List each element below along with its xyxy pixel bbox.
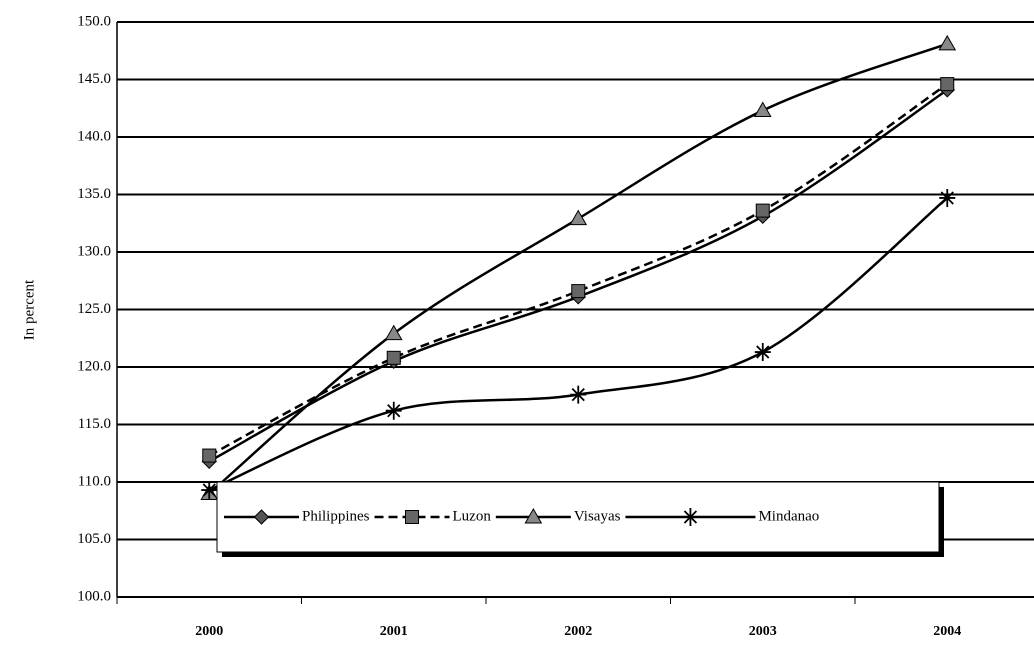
x-tick-label: 2002 bbox=[564, 624, 592, 639]
marker bbox=[571, 284, 586, 299]
y-tick-label: 105.0 bbox=[77, 531, 111, 547]
y-tick-label: 135.0 bbox=[77, 186, 111, 202]
y-tick-label: 125.0 bbox=[77, 301, 111, 317]
y-tick-label: 110.0 bbox=[78, 473, 111, 489]
marker bbox=[940, 77, 955, 92]
legend-label: Luzon bbox=[453, 508, 492, 524]
y-tick-label: 150.0 bbox=[77, 13, 111, 29]
marker bbox=[569, 209, 588, 226]
legend-label: Visayas bbox=[574, 508, 621, 524]
series bbox=[202, 77, 955, 463]
y-tick-label: 120.0 bbox=[77, 358, 111, 374]
marker bbox=[385, 401, 402, 420]
legend: Philippines Luzon Visayas Mindanao bbox=[216, 481, 944, 557]
x-tick-label: 2000 bbox=[195, 624, 223, 639]
marker bbox=[253, 509, 270, 525]
marker bbox=[524, 507, 543, 524]
series bbox=[200, 34, 957, 500]
y-tick-label: 140.0 bbox=[77, 128, 111, 144]
x-tick-label: 2001 bbox=[380, 624, 408, 639]
marker bbox=[386, 350, 401, 365]
marker bbox=[939, 188, 956, 207]
line bbox=[208, 42, 948, 495]
legend-label: Mindanao bbox=[758, 508, 819, 524]
marker bbox=[754, 343, 771, 362]
y-tick-label: 145.0 bbox=[77, 71, 111, 87]
marker bbox=[202, 448, 217, 463]
marker bbox=[938, 34, 957, 51]
y-tick-label: 100.0 bbox=[77, 588, 111, 604]
line bbox=[208, 88, 948, 463]
marker bbox=[201, 481, 218, 500]
marker bbox=[384, 324, 403, 341]
y-tick-label: 130.0 bbox=[77, 243, 111, 259]
x-tick-label: 2004 bbox=[933, 624, 961, 639]
marker bbox=[755, 203, 770, 218]
legend-label: Philippines bbox=[302, 508, 370, 524]
marker bbox=[405, 510, 420, 524]
series bbox=[201, 188, 956, 500]
y-axis-label: In percent bbox=[21, 279, 37, 340]
series bbox=[201, 82, 955, 470]
y-tick-label: 115.0 bbox=[78, 416, 111, 432]
marker bbox=[570, 385, 587, 404]
marker bbox=[753, 101, 772, 118]
x-tick-label: 2003 bbox=[749, 624, 777, 639]
marker bbox=[682, 508, 699, 526]
legend-box bbox=[216, 481, 940, 553]
line bbox=[208, 196, 949, 492]
